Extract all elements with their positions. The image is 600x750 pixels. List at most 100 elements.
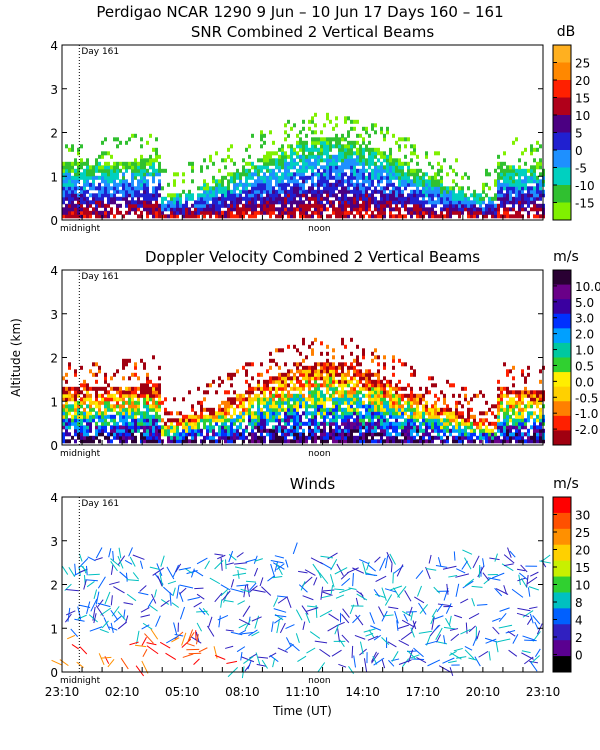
colorbar-swatch [553,270,571,286]
colorbar-label: 0.0 [575,375,594,389]
colorbar-label: -10 [575,179,595,193]
colorbar-label: 30 [575,509,590,523]
colorbar-label: 1.0 [575,344,594,358]
colorbar-swatch [553,115,571,133]
figure-title: Perdigao NCAR 1290 9 Jun – 10 Jun 17 Day… [96,3,503,21]
colorbar-label: 2 [575,631,583,645]
colorbar-label: 5 [575,127,583,141]
colorbar-swatch [553,656,571,673]
data-field [62,112,545,219]
y-tick-label: 2 [50,579,58,593]
colorbar-swatch [553,328,571,344]
colorbar-swatch [553,415,571,431]
colorbar-swatch [553,512,571,530]
x-tick-label: 23:10 [45,685,80,699]
colorbar-swatch [553,150,571,168]
y-tick-label: 0 [50,439,58,453]
y-tick-label: 4 [50,39,58,53]
colorbar-swatch [553,624,571,641]
colorbar-swatch [553,430,571,446]
colorbar-label: -0.5 [575,391,598,405]
x-tick-label: 02:10 [105,685,140,699]
colorbar-unit: m/s [553,249,579,265]
y-tick-label: 1 [50,170,58,184]
colorbar-swatch [553,167,571,186]
colorbar-label: 0 [575,649,583,663]
colorbar-label: 2.0 [575,328,594,342]
x-tick-label: 20:10 [466,685,501,699]
y-tick-label: 3 [50,308,58,322]
colorbar-swatch [553,62,571,81]
colorbar-swatch [553,284,571,300]
colorbar-label: 0.5 [575,359,594,373]
colorbar-label: 15 [575,561,590,575]
colorbar-swatch [553,497,571,514]
y-tick-label: 4 [50,264,58,278]
colorbar-swatch [553,544,571,562]
x-tick-label: 11:10 [285,685,320,699]
y-tick-label: 2 [50,127,58,141]
colorbar-label: -5 [575,162,587,176]
colorbar-unit: dB [557,24,576,40]
colorbar-swatch [553,401,571,417]
midnight-label: midnight [60,449,101,459]
colorbar-swatch [553,299,571,315]
panel-1: SNR Combined 2 Vertical Beams 0 1 2 3 4 Day 16… [50,23,594,234]
y-tick-label: 4 [50,491,58,505]
day-marker-label: Day 161 [81,272,119,282]
x-tick-label: 05:10 [165,685,200,699]
colorbar-swatch [553,45,571,63]
x-tick-label: 17:10 [405,685,440,699]
colorbar-swatch [553,97,571,116]
panel-2: Doppler Velocity Combined 2 Vertical Bea… [9,248,600,459]
colorbar-swatch [553,357,571,373]
colorbar-swatch [553,313,571,329]
colorbar-label: 5.0 [575,296,594,310]
day-marker-label: Day 161 [81,47,119,57]
colorbar-label: 20 [575,544,590,558]
midnight-label: midnight [60,676,101,686]
colorbar-label: 25 [575,526,590,540]
x-axis-label: Time (UT) [272,704,332,718]
y-axis-label: Altitude (km) [9,318,23,397]
colorbar-label: 10 [575,579,590,593]
colorbar-swatch [553,592,571,609]
colorbar: 25 20 15 10 5 0 -5 -10 -15 dB [552,24,595,221]
x-tick-label: 14:10 [345,685,380,699]
colorbar: 10.0 5.0 3.0 2.0 1.00.5 0.0 -0.5 -1.0 -2.0 m/s [552,249,600,446]
colorbar-label: 15 [575,92,590,106]
panel-title: Winds [290,475,336,493]
noon-label: noon [308,676,330,686]
colorbar-label: -15 [575,197,595,211]
y-tick-label: 1 [50,395,58,409]
colorbar-swatch [553,640,571,657]
day-marker-label: Day 161 [81,499,119,509]
panel-3: Winds 0 1 2 3 4 Day 161 midnight noon 23:10 02:10 0… [45,475,591,718]
colorbar-label: 20 [575,74,590,88]
colorbar-swatch [553,202,571,221]
noon-label: noon [308,449,330,459]
y-tick-label: 0 [50,666,58,680]
colorbar-swatch [553,80,571,98]
colorbar-swatch [553,528,571,546]
colorbar-label: 25 [575,57,590,71]
colorbar-frame [552,269,572,446]
colorbar-label: 0 [575,144,583,158]
y-tick-label: 3 [50,535,58,549]
colorbar-label: -1.0 [575,407,598,421]
colorbar-swatch [553,342,571,358]
data-field [62,337,545,444]
y-tick-label: 2 [50,352,58,366]
colorbar-swatch [553,185,571,203]
x-tick-label: 08:10 [225,685,260,699]
colorbar-swatch [553,386,571,402]
colorbar-swatch [553,560,571,578]
colorbar-unit: m/s [553,476,579,492]
y-tick-label: 0 [50,214,58,228]
y-tick-label: 1 [50,622,58,636]
plot-frame [61,496,544,673]
colorbar-label: 4 [575,614,583,628]
colorbar-label: 10.0 [575,280,600,294]
